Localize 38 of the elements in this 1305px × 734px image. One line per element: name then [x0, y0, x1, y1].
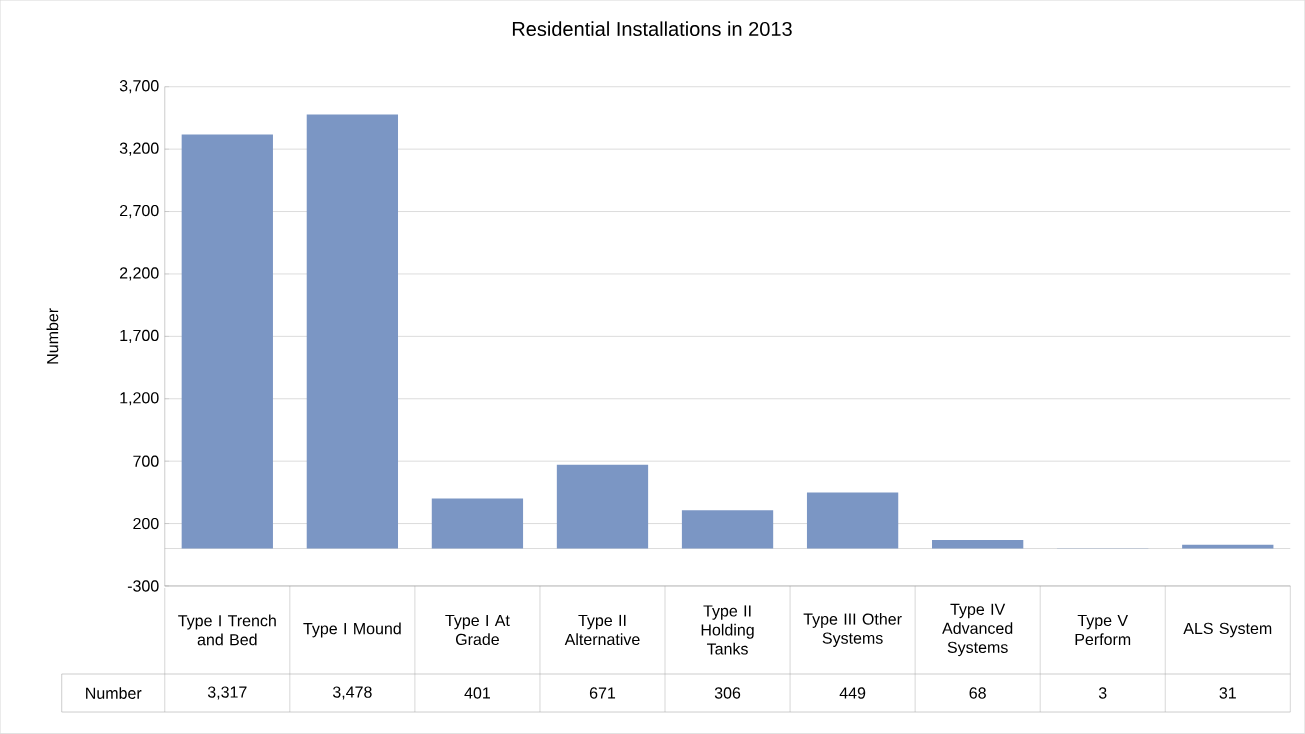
bar — [181, 134, 273, 549]
y-tick-label: 2,700 — [119, 205, 159, 219]
data-label: 449 — [839, 687, 866, 699]
data-label: 671 — [589, 687, 616, 699]
data-label: 401 — [464, 687, 490, 699]
text: Number — [86, 687, 142, 700]
y-tick-label: 1,700 — [120, 329, 159, 344]
x-tick-label: Type I Mound — [303, 622, 401, 638]
bar — [1182, 544, 1274, 549]
bar — [306, 114, 399, 549]
y-tick-label: 200 — [133, 518, 159, 530]
y-tick-label: 1,200 — [120, 392, 159, 406]
x-tick-label: Type V Perform — [1075, 615, 1131, 646]
y-tick-label: 2,200 — [119, 267, 159, 281]
bar — [932, 540, 1024, 549]
y-axis-title: Number — [46, 308, 59, 364]
data-label: 306 — [714, 687, 741, 699]
x-tick-label: ALS System — [1183, 622, 1272, 638]
data-label: 3,478 — [332, 686, 372, 700]
bar — [681, 510, 774, 549]
x-tick-label: Type II Alternative — [564, 615, 640, 646]
data-label: 31 — [1219, 687, 1236, 699]
bar — [806, 492, 899, 549]
x-tick-label: Type I Trench and Bed — [178, 614, 276, 646]
x-tick-label: Type II Holding Tanks — [701, 605, 754, 655]
data-label: 68 — [969, 687, 986, 699]
x-tick-label: Type III Other Systems — [803, 613, 902, 648]
chart-title: Residential Installations in 2013 — [512, 21, 792, 37]
y-tick-label: -300 — [127, 580, 159, 592]
data-label: 3,317 — [207, 686, 247, 700]
y-tick-label: 3,200 — [119, 142, 159, 156]
y-tick-label: 3,700 — [119, 80, 159, 94]
y-tick-label: 700 — [133, 455, 159, 467]
bar — [431, 498, 524, 549]
data-label: 3 — [1098, 687, 1107, 699]
bar — [556, 464, 649, 549]
x-tick-label: Type I At Grade — [445, 615, 510, 646]
x-tick-label: Type IV Advanced Systems — [942, 603, 1013, 657]
